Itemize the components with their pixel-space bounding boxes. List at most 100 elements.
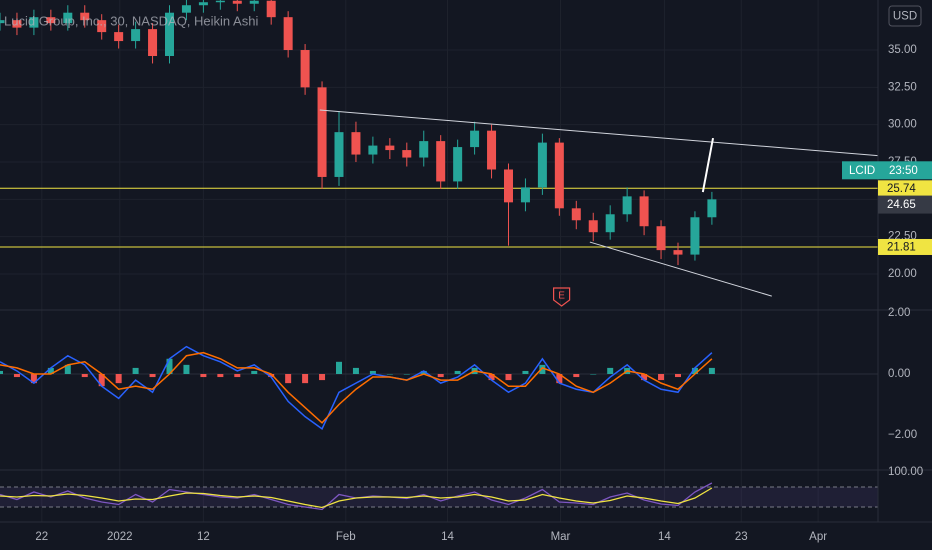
- histogram-bar: [302, 374, 309, 384]
- histogram-bar: [13, 374, 20, 378]
- x-tick-label: Mar: [551, 531, 571, 543]
- candle-body: [63, 12, 73, 24]
- signal-line: [0, 351, 713, 424]
- candle-body: [402, 150, 412, 158]
- candle-body: [80, 12, 90, 21]
- histogram-bar: [64, 364, 71, 374]
- ma-line: [0, 487, 713, 509]
- y-tick-label: 100.00: [888, 466, 923, 478]
- histogram-bar: [81, 374, 88, 378]
- x-tick-label: 14: [441, 531, 454, 543]
- histogram-bar: [132, 367, 139, 374]
- candle-body: [12, 20, 22, 28]
- candle-body: [198, 2, 208, 6]
- candle-body: [503, 169, 513, 203]
- candle-body: [181, 5, 191, 13]
- histogram-bar: [573, 374, 580, 378]
- currency[interactable]: USD: [893, 11, 917, 23]
- histogram-bar: [539, 364, 546, 374]
- candle-body: [351, 132, 361, 155]
- candle-body: [707, 199, 717, 218]
- candle-body: [300, 50, 310, 88]
- y-tick-label: −2.00: [888, 429, 917, 441]
- candle-body: [673, 250, 683, 255]
- histogram-bar: [369, 370, 376, 374]
- histogram-bar: [0, 370, 3, 374]
- histogram-bar: [488, 374, 495, 381]
- candle-body: [385, 145, 395, 151]
- histogram-bar: [386, 374, 393, 375]
- level-label-box: [878, 238, 932, 255]
- histogram-bar: [641, 374, 648, 381]
- x-tick-label: Feb: [336, 531, 356, 543]
- candle-body: [605, 214, 615, 233]
- histogram-bar: [200, 374, 207, 378]
- histogram-bar: [234, 374, 241, 378]
- candle-body: [368, 145, 378, 155]
- candle-body: [453, 147, 463, 182]
- trend-line: [319, 109, 932, 161]
- histogram-bar: [149, 374, 156, 378]
- trend-line: [589, 241, 772, 297]
- histogram-bar: [556, 374, 563, 384]
- candle-body: [334, 132, 344, 177]
- histogram-bar: [505, 374, 512, 381]
- candle-body: [0, 20, 5, 24]
- histogram-bar: [522, 370, 529, 374]
- earnings-icon: [553, 287, 571, 307]
- histogram-bar: [437, 374, 444, 378]
- x-tick-label: Apr: [809, 531, 827, 543]
- histogram-bar: [454, 370, 461, 374]
- histogram-bar: [47, 367, 54, 374]
- candle-body: [470, 130, 480, 148]
- candle-body: [436, 141, 446, 182]
- candle-body: [29, 17, 39, 28]
- candle-body: [283, 17, 293, 51]
- y-tick-label: 20.00: [888, 268, 917, 280]
- chart-title: Lucid Group, Inc., 30, NASDAQ, Heikin As…: [4, 13, 258, 28]
- trend-line: [701, 137, 715, 193]
- histogram-bar: [285, 374, 292, 384]
- x-tick-label: 22: [35, 531, 48, 543]
- candle-body: [690, 217, 700, 255]
- candle-body: [571, 208, 581, 221]
- histogram-bar: [98, 374, 105, 387]
- candle-body: [232, 0, 242, 4]
- candle-body: [588, 220, 598, 233]
- candle-body: [520, 187, 530, 203]
- level-label: 21.81: [887, 242, 916, 254]
- x-tick-label: 2022: [107, 531, 133, 543]
- candle-body: [215, 0, 225, 3]
- histogram-bar: [30, 374, 37, 384]
- histogram-bar: [590, 374, 597, 375]
- candle-body: [266, 0, 276, 18]
- y-tick-label: 2.00: [888, 307, 910, 319]
- candle-body: [131, 29, 141, 42]
- histogram-bar: [251, 370, 258, 374]
- symbol-box: [842, 161, 932, 180]
- histogram-bar: [658, 374, 665, 381]
- histogram-bar: [217, 374, 224, 378]
- symbol: LCID: [849, 165, 875, 177]
- y-tick-label: 30.00: [888, 119, 917, 131]
- y-tick-label: 35.00: [888, 44, 917, 56]
- candle-body: [656, 226, 666, 251]
- candle-body: [317, 87, 327, 177]
- level-label-box: [878, 180, 932, 197]
- histogram-bar: [335, 361, 342, 374]
- candle-body: [114, 32, 124, 42]
- histogram-bar: [352, 367, 359, 374]
- candle-body: [164, 12, 174, 56]
- currency-box[interactable]: [888, 5, 922, 27]
- x-tick-label: 14: [658, 531, 671, 543]
- histogram-bar: [183, 364, 190, 374]
- candle-body: [249, 0, 259, 4]
- candle-body: [622, 196, 632, 215]
- histogram-bar: [708, 367, 715, 374]
- histogram-bar: [420, 370, 427, 374]
- y-tick-label: 0.00: [888, 368, 910, 380]
- histogram-bar: [319, 374, 326, 381]
- rsi-band: [0, 487, 878, 507]
